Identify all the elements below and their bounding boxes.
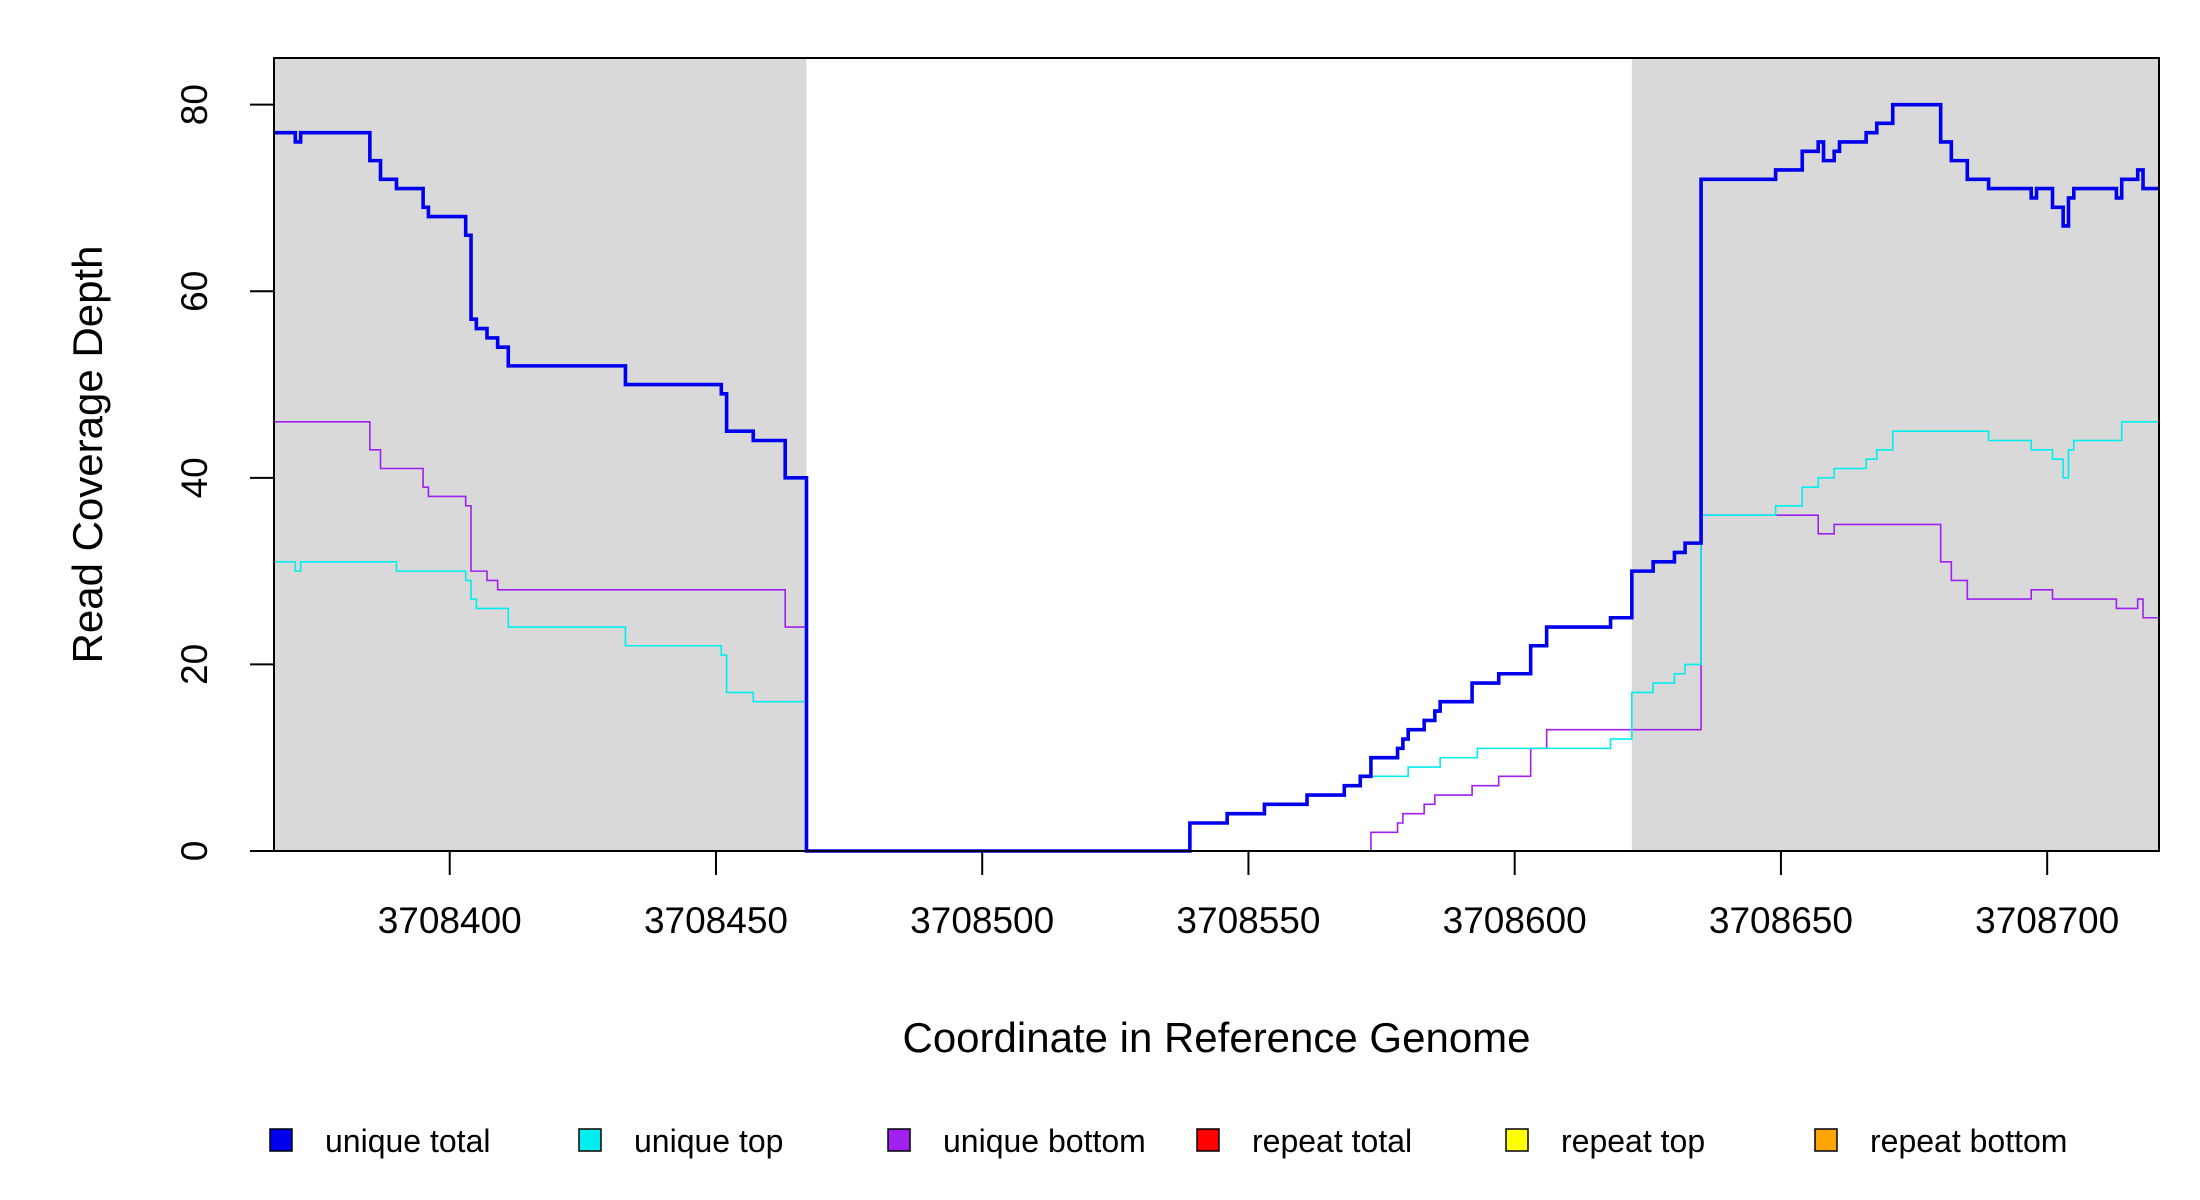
- legend-label-unique-total: unique total: [325, 1123, 490, 1159]
- y-tick-label: 40: [174, 457, 215, 498]
- legend-label-repeat-top: repeat top: [1561, 1123, 1705, 1159]
- series-line-unique-bottom: [274, 421, 2159, 852]
- x-tick-label: 3708500: [910, 900, 1054, 941]
- x-tick-label: 3708700: [1975, 900, 2119, 941]
- legend-label-unique-top: unique top: [634, 1123, 783, 1159]
- legend: unique total unique top unique bottom repea…: [269, 1123, 2067, 1159]
- shaded-region-1: [274, 58, 807, 851]
- y-axis-title: Read Coverage Depth: [64, 246, 111, 664]
- legend-swatch-repeat-top: [1505, 1128, 1529, 1152]
- x-tick-label: 3708650: [1709, 900, 1853, 941]
- legend-label-repeat-total: repeat total: [1252, 1123, 1412, 1159]
- shaded-region-2: [1631, 58, 2159, 851]
- series-line-unique-total: [274, 102, 2159, 853]
- legend-swatch-repeat-total: [1196, 1128, 1220, 1152]
- legend-swatch-unique-top: [578, 1128, 602, 1152]
- legend-swatch-unique-total: [269, 1128, 293, 1152]
- legend-label-unique-bottom: unique bottom: [943, 1123, 1146, 1159]
- x-axis: 3708400 3708450 3708500 3708550 3708600 37086…: [378, 850, 2119, 941]
- x-tick-label: 3708450: [644, 900, 788, 941]
- x-axis-title: Coordinate in Reference Genome: [902, 1014, 1530, 1061]
- series-line-unique-top: [274, 421, 2159, 852]
- y-tick-label: 60: [174, 271, 215, 312]
- legend-swatch-repeat-bottom: [1814, 1128, 1838, 1152]
- y-axis: 0 20 40 60 80: [174, 84, 275, 862]
- legend-label-repeat-bottom: repeat bottom: [1870, 1123, 2067, 1159]
- x-tick-label: 3708600: [1443, 900, 1587, 941]
- y-tick-label: 0: [174, 841, 215, 862]
- legend-swatch-unique-bottom: [887, 1128, 911, 1152]
- x-tick-label: 3708550: [1176, 900, 1320, 941]
- y-tick-label: 20: [174, 644, 215, 685]
- y-tick-label: 80: [174, 84, 215, 125]
- x-tick-label: 3708400: [378, 900, 522, 941]
- shaded-regions: [274, 58, 2159, 851]
